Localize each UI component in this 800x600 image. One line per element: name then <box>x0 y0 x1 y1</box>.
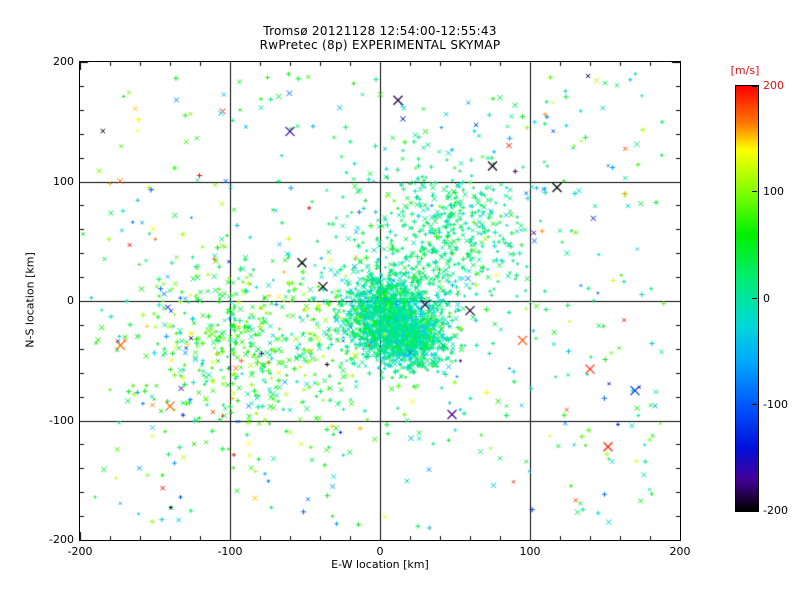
y-axis-label: N-S location [km] <box>23 252 37 348</box>
colorbar-tick-mark <box>752 298 757 299</box>
colorbar-tick-label: -100 <box>763 397 788 411</box>
plot-area <box>79 61 681 541</box>
x-tick-label: 100 <box>519 545 541 558</box>
plot-title: Tromsø 20121128 12:54:00-12:55:43 <box>263 24 497 38</box>
colorbar-tick-mark <box>752 509 757 510</box>
x-tick-label: 0 <box>376 545 384 558</box>
y-tick-label: 200 <box>53 55 74 68</box>
colorbar-tick-mark <box>752 86 757 87</box>
colorbar-tick-mark <box>752 404 757 405</box>
colorbar-tick-label: -200 <box>763 504 788 517</box>
x-tick-label: 200 <box>669 545 691 558</box>
y-tick-label: 100 <box>53 174 74 188</box>
colorbar-tick-label: 200 <box>763 79 784 92</box>
x-tick-label: -200 <box>67 545 93 558</box>
plot-subtitle: RwPretec (8p) EXPERIMENTAL SKYMAP <box>259 38 501 52</box>
x-tick-label: -100 <box>217 545 243 558</box>
x-axis-label: E-W location [km] <box>331 558 429 571</box>
colorbar-unit-label: [m/s] <box>730 64 760 77</box>
y-tick-label: -100 <box>49 413 74 427</box>
y-tick-label: -200 <box>49 533 74 546</box>
colorbar-tick-label: 100 <box>763 185 784 199</box>
colorbar-tick-mark <box>752 191 757 192</box>
scatter-canvas <box>80 62 680 540</box>
y-tick-label: 0 <box>67 294 74 307</box>
colorbar-tick-label: 0 <box>763 291 770 305</box>
